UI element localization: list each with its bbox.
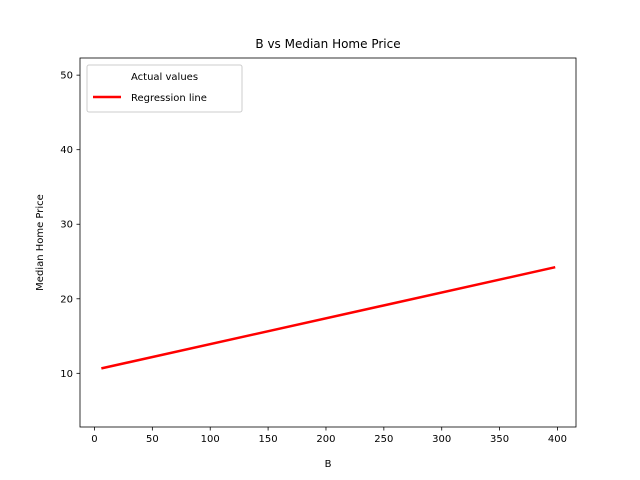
legend-label-actual-values: Actual values (131, 72, 198, 83)
x-tick-label: 250 (374, 434, 393, 445)
y-tick-label: 10 (60, 369, 73, 380)
legend-box (86, 64, 243, 113)
legend-label-regression-line: Regression line (131, 93, 207, 104)
series-line-regression-line (101, 265, 556, 370)
x-tick-label: 400 (548, 434, 567, 445)
legend: Actual values Regression line (86, 64, 243, 113)
series-layer (101, 265, 556, 370)
x-axis-label: B (325, 459, 332, 470)
plot-frame (79, 57, 577, 428)
y-tick-label: 40 (60, 145, 73, 156)
y-tick-label: 20 (60, 294, 73, 305)
x-tick-label: 100 (201, 434, 220, 445)
plot-area: 0 50 100 150 200 250 300 350 400 10 20 30 40 50 (60, 57, 577, 445)
x-tick-label: 0 (91, 434, 97, 445)
x-tick-label: 150 (259, 434, 278, 445)
x-tick-label: 350 (490, 434, 509, 445)
x-tick-label: 200 (316, 434, 335, 445)
y-tick-label: 50 (60, 71, 73, 82)
legend-entry-regression-line: Regression line (93, 93, 207, 104)
x-tick-label: 300 (432, 434, 451, 445)
chart-title: B vs Median Home Price (255, 37, 400, 51)
y-tick-label: 30 (60, 220, 73, 231)
x-tick-label: 50 (146, 434, 159, 445)
x-axis: 0 50 100 150 200 250 300 350 400 (91, 427, 567, 445)
legend-entry-actual-values: Actual values (131, 72, 198, 83)
y-axis: 10 20 30 40 50 (60, 71, 80, 380)
y-axis-label: Median Home Price (35, 194, 46, 291)
